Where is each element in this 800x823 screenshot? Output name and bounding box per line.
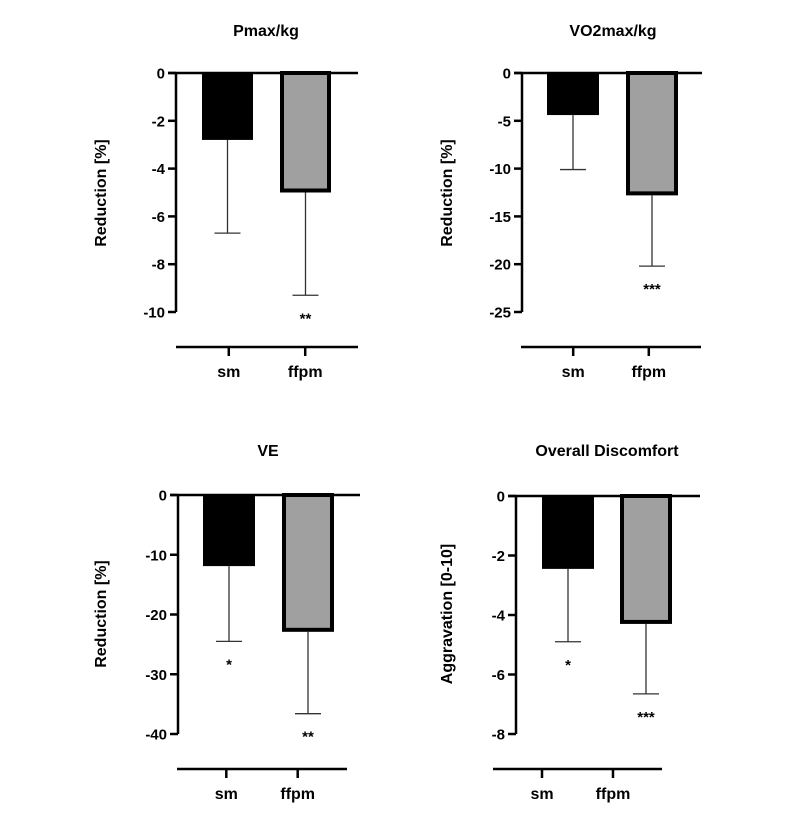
y-tick-label: -20 bbox=[145, 607, 167, 624]
y-tick-label: 0 bbox=[497, 489, 505, 506]
significance-marker: ** bbox=[300, 310, 312, 327]
y-tick-label: -2 bbox=[152, 113, 165, 130]
y-tick-label: -40 bbox=[145, 727, 167, 744]
y-tick-label: 0 bbox=[503, 66, 511, 83]
y-tick-label: -30 bbox=[145, 667, 167, 684]
y-axis-label: Reduction [%] bbox=[93, 560, 110, 668]
y-tick-label: -10 bbox=[143, 305, 165, 322]
y-tick-label: -4 bbox=[152, 161, 166, 178]
y-tick-label: -10 bbox=[489, 161, 511, 178]
bar-ffpm bbox=[626, 71, 678, 196]
x-tick-label-ffpm: ffpm bbox=[280, 786, 315, 803]
x-tick-label-sm: sm bbox=[562, 364, 585, 381]
x-tick-label-ffpm: ffpm bbox=[596, 786, 631, 803]
chart-title: VE bbox=[257, 443, 279, 460]
y-tick-label: -8 bbox=[492, 727, 505, 744]
significance-marker: * bbox=[226, 656, 232, 673]
bar-ffpm bbox=[280, 71, 331, 193]
chart-panel-2: VO2max/kg Reduction [%] *** 0 -5 -10 -15 -20 -25… bbox=[439, 23, 702, 381]
bar-ffpm bbox=[620, 494, 672, 624]
y-tick-label: 0 bbox=[159, 488, 167, 505]
y-tick-label: -25 bbox=[489, 305, 511, 322]
y-tick-label: -10 bbox=[145, 547, 167, 564]
significance-marker: *** bbox=[637, 709, 655, 726]
bar-sm bbox=[542, 496, 594, 569]
chart-title: Overall Discomfort bbox=[535, 443, 679, 460]
x-tick-label-sm: sm bbox=[217, 364, 240, 381]
y-axis-label: Reduction [%] bbox=[439, 139, 456, 247]
y-tick-label: 0 bbox=[157, 66, 165, 83]
y-axis-label: Aggravation [0-10] bbox=[439, 544, 456, 684]
bar-sm bbox=[547, 73, 599, 116]
significance-marker: *** bbox=[643, 281, 661, 298]
y-tick-label: -6 bbox=[152, 209, 165, 226]
y-tick-label: -20 bbox=[489, 257, 511, 274]
chart-title: VO2max/kg bbox=[569, 23, 656, 40]
bar-sm bbox=[202, 73, 253, 140]
y-tick-label: -15 bbox=[489, 209, 511, 226]
bar-ffpm bbox=[282, 493, 334, 632]
x-tick-label-ffpm: ffpm bbox=[631, 364, 666, 381]
y-tick-label: -6 bbox=[492, 667, 505, 684]
chart-panel-1: Pmax/kg Reduction [%] ** 0 -2 -4 -6 -8 -10 sm ffpm bbox=[93, 23, 358, 381]
y-tick-label: -5 bbox=[498, 113, 511, 130]
y-axis-label: Reduction [%] bbox=[93, 139, 110, 247]
x-tick-label-sm: sm bbox=[530, 786, 553, 803]
y-tick-label: -8 bbox=[152, 257, 165, 274]
significance-marker: ** bbox=[302, 729, 314, 746]
x-tick-label-ffpm: ffpm bbox=[288, 364, 323, 381]
y-tick-label: -4 bbox=[492, 608, 506, 625]
chart-title: Pmax/kg bbox=[233, 23, 299, 40]
bar-sm bbox=[203, 495, 255, 567]
x-tick-label-sm: sm bbox=[215, 786, 238, 803]
y-tick-label: -2 bbox=[492, 548, 505, 565]
significance-marker: * bbox=[565, 657, 571, 674]
